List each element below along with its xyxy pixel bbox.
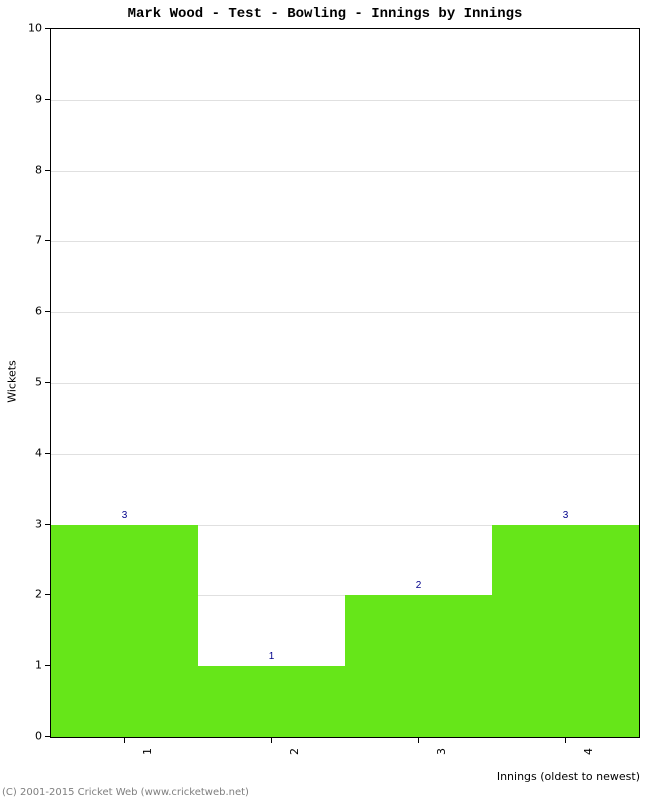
ytick-label: 7 — [22, 234, 42, 247]
ytick-mark — [45, 665, 50, 666]
ytick-label: 8 — [22, 163, 42, 176]
bar — [198, 666, 345, 737]
gridline — [51, 383, 639, 384]
y-axis-label: Wickets — [6, 282, 19, 482]
ytick-mark — [45, 524, 50, 525]
xtick-label: 4 — [582, 748, 595, 768]
gridline — [51, 454, 639, 455]
xtick-label: 1 — [141, 748, 154, 768]
bar — [492, 525, 639, 737]
ytick-mark — [45, 99, 50, 100]
ytick-mark — [45, 594, 50, 595]
bar-value-label: 2 — [416, 580, 422, 591]
bar-value-label: 3 — [563, 510, 569, 521]
xtick-label: 2 — [288, 748, 301, 768]
chart-container: Mark Wood - Test - Bowling - Innings by … — [0, 0, 650, 800]
ytick-label: 9 — [22, 92, 42, 105]
ytick-mark — [45, 28, 50, 29]
ytick-label: 6 — [22, 305, 42, 318]
ytick-label: 4 — [22, 446, 42, 459]
ytick-label: 3 — [22, 517, 42, 530]
bar — [345, 595, 492, 737]
ytick-label: 0 — [22, 730, 42, 743]
gridline — [51, 241, 639, 242]
xtick-mark — [124, 738, 125, 743]
bar — [51, 525, 198, 737]
ytick-mark — [45, 382, 50, 383]
ytick-mark — [45, 240, 50, 241]
bar-value-label: 3 — [122, 510, 128, 521]
gridline — [51, 171, 639, 172]
xtick-mark — [565, 738, 566, 743]
ytick-label: 10 — [22, 22, 42, 35]
ytick-mark — [45, 311, 50, 312]
ytick-mark — [45, 453, 50, 454]
ytick-label: 5 — [22, 376, 42, 389]
ytick-mark — [45, 170, 50, 171]
xtick-mark — [418, 738, 419, 743]
xtick-mark — [271, 738, 272, 743]
ytick-label: 1 — [22, 659, 42, 672]
bar-value-label: 1 — [269, 651, 275, 662]
x-axis-label: Innings (oldest to newest) — [497, 770, 640, 783]
gridline — [51, 100, 639, 101]
credits-text: (C) 2001-2015 Cricket Web (www.cricketwe… — [2, 787, 249, 798]
ytick-label: 2 — [22, 588, 42, 601]
gridline — [51, 312, 639, 313]
xtick-label: 3 — [435, 748, 448, 768]
chart-title: Mark Wood - Test - Bowling - Innings by … — [0, 6, 650, 22]
ytick-mark — [45, 736, 50, 737]
plot-area: 3 1 2 3 — [50, 28, 640, 738]
